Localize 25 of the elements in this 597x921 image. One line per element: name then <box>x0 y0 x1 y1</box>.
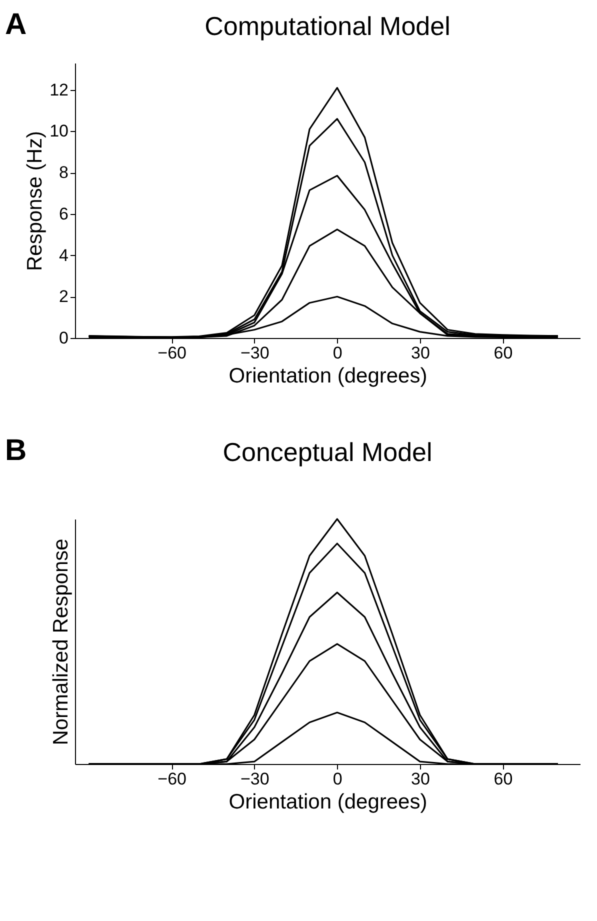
x-tick-label: 60 <box>494 770 513 788</box>
text: A <box>5 8 27 41</box>
text: B <box>5 434 27 467</box>
y-tick-label: 0 <box>59 328 68 348</box>
x-tick-label: −30 <box>240 344 270 362</box>
y-tick-label: 8 <box>59 163 68 182</box>
y-axis-title: Response (Hz) <box>24 130 47 272</box>
y-tick-label: 12 <box>50 80 68 100</box>
x-tick-label: 60 <box>494 344 513 362</box>
x-tick-label: 0 <box>332 770 342 788</box>
x-tick-label: −60 <box>158 344 187 362</box>
x-axis-title: Orientation (degrees) <box>228 790 428 814</box>
y-tick-label: 10 <box>50 122 68 141</box>
x-tick-label: −60 <box>158 770 187 788</box>
x-tick-label: −30 <box>240 770 270 788</box>
y-tick-label: 2 <box>59 287 68 306</box>
y-tick-label: 6 <box>59 204 68 224</box>
y-tick-label: 4 <box>59 246 68 265</box>
x-tick-label: 30 <box>410 344 430 362</box>
x-tick-label: 30 <box>410 770 430 788</box>
x-tick-label: 0 <box>332 344 342 362</box>
chart-title: Conceptual Model <box>222 437 432 467</box>
x-axis-title: Orientation (degrees) <box>228 364 428 388</box>
chart-title: Computational Model <box>204 11 450 41</box>
y-axis-title: Normalized Response <box>50 538 72 746</box>
